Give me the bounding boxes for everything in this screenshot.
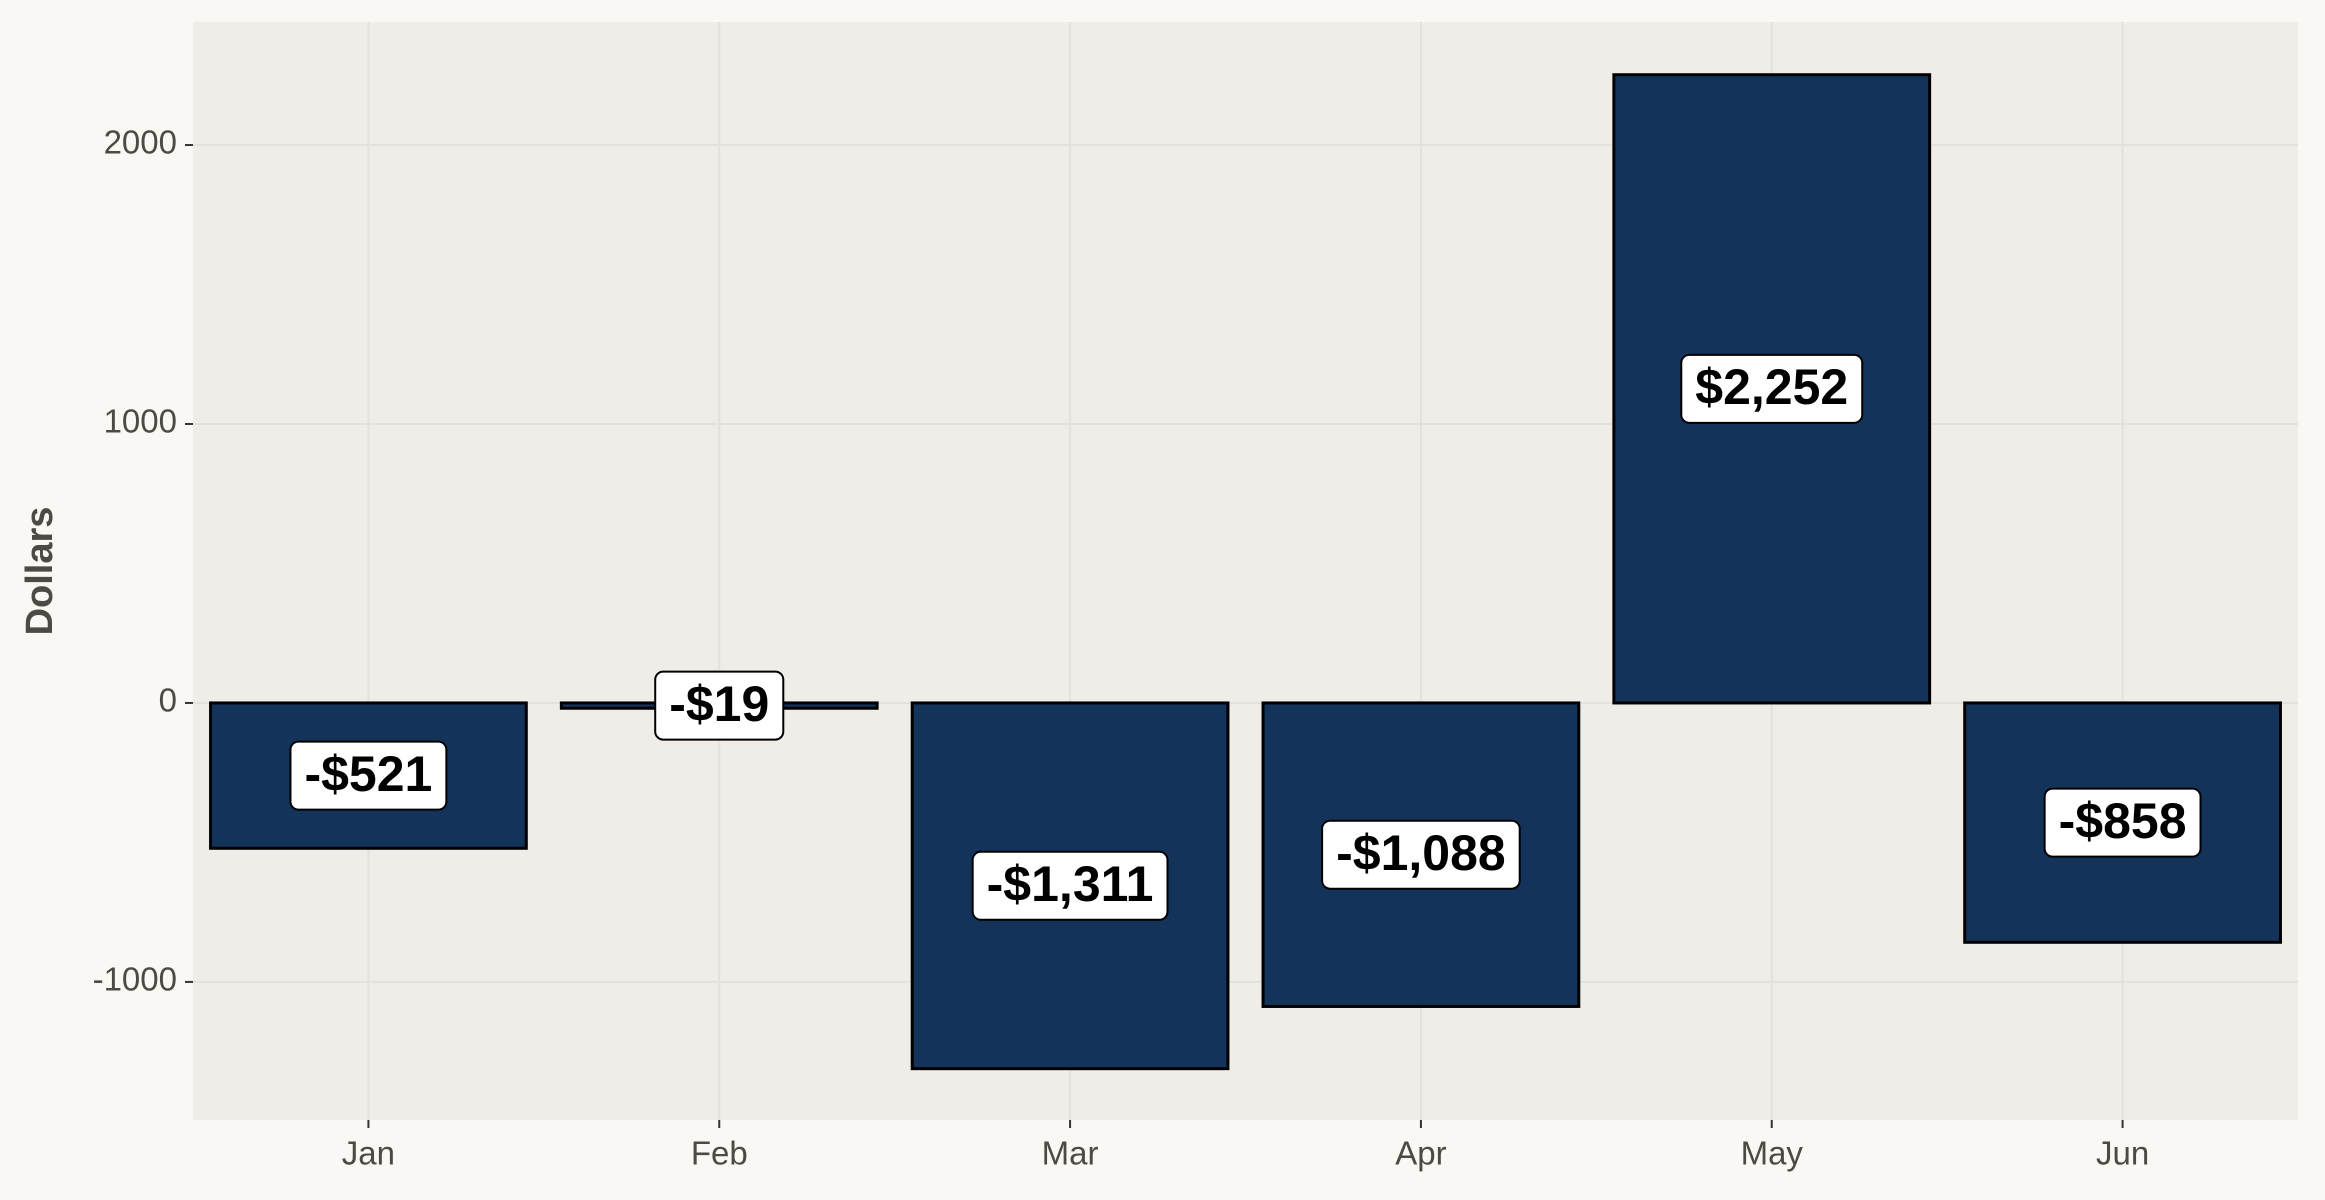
value-label-box: [2043, 787, 2202, 858]
value-label-box: [971, 850, 1169, 921]
value-label: -$1,311: [987, 856, 1154, 912]
value-label-box: [1680, 353, 1864, 424]
value-label-box: [289, 740, 448, 811]
x-tick-label: Mar: [1042, 1135, 1099, 1172]
x-tick-label: Jun: [2096, 1135, 2149, 1172]
value-label: $2,252: [1695, 359, 1848, 415]
y-tick-label: 2000: [104, 124, 177, 161]
x-tick-label: Apr: [1395, 1135, 1446, 1172]
y-tick-label: 0: [159, 682, 177, 719]
value-label: -$521: [304, 746, 432, 802]
y-tick-label: -1000: [93, 961, 177, 998]
x-tick-label: Feb: [691, 1135, 748, 1172]
y-axis-title: Dollars: [19, 507, 61, 636]
value-label-box: [1321, 819, 1521, 890]
y-tick-label: 1000: [104, 403, 177, 440]
value-label: -$858: [2059, 793, 2187, 849]
value-label: -$19: [669, 676, 769, 732]
x-tick-label: Jan: [342, 1135, 395, 1172]
value-label-box: [654, 670, 785, 741]
panel: [193, 22, 2298, 1120]
x-tick-label: May: [1741, 1135, 1804, 1172]
value-label: -$1,088: [1336, 825, 1506, 881]
